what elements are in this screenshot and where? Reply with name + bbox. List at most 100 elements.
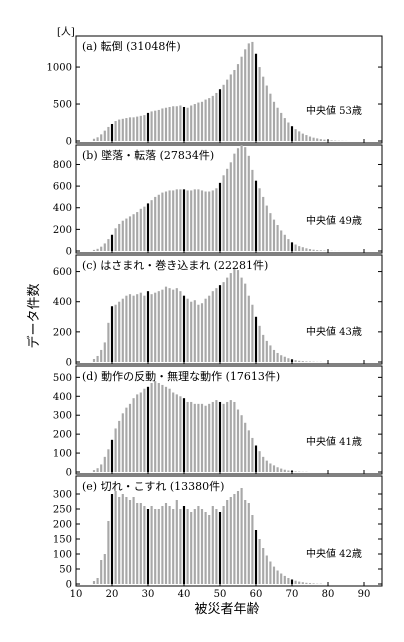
bar (175, 106, 178, 141)
bar (222, 282, 225, 362)
bar (110, 234, 114, 251)
bar (222, 175, 225, 251)
bar (262, 76, 265, 141)
bar (139, 503, 142, 584)
bar (298, 246, 301, 251)
bar (233, 153, 236, 251)
bar (179, 189, 182, 251)
bar (258, 451, 261, 472)
bar (247, 43, 250, 141)
bar (190, 105, 193, 141)
bar (103, 130, 106, 141)
bar (305, 582, 308, 584)
y-tick-label: 800 (53, 160, 72, 171)
bar (215, 92, 218, 141)
bar (110, 123, 114, 141)
y-unit-label: [人] (57, 26, 75, 38)
bar (229, 273, 232, 362)
bar (222, 84, 225, 141)
bar (236, 64, 240, 141)
bar (262, 334, 265, 362)
bar (146, 203, 150, 251)
bar (157, 291, 160, 362)
bar (179, 291, 182, 362)
bar (96, 248, 99, 251)
bar (301, 582, 304, 584)
bar (226, 79, 229, 141)
bar (143, 506, 146, 584)
bar (175, 189, 178, 251)
bar (269, 213, 272, 251)
bar (136, 503, 139, 584)
bar (128, 117, 132, 141)
panel-0: 0 500 1000 (a) 転倒 (31048件) 中央値 53歳 (47, 35, 383, 148)
bar (215, 400, 218, 472)
bar (269, 561, 272, 584)
bar (172, 289, 175, 362)
bar (204, 405, 207, 472)
bar (265, 85, 268, 141)
bar (236, 270, 240, 362)
bar (168, 388, 171, 472)
bar (150, 383, 153, 472)
bar (294, 244, 297, 251)
bar (193, 300, 196, 362)
bar (107, 322, 110, 362)
median-label: 中央値 53歳 (306, 104, 362, 117)
y-tick-label: 600 (53, 267, 72, 278)
bar (92, 581, 96, 584)
bar (186, 509, 189, 584)
panel-2: 0 200 400 600 (c) はさまれ・巻き込まれ (22281件) 中央値 43歳 (53, 254, 383, 369)
bar (283, 118, 286, 141)
bar (172, 392, 175, 472)
x-tick-label: 30 (142, 589, 155, 600)
bar (251, 41, 254, 141)
bar (294, 580, 297, 584)
bar (236, 491, 240, 584)
y-tick-label: 300 (53, 411, 72, 422)
bar (298, 581, 301, 584)
bar (114, 228, 117, 251)
bar (175, 394, 178, 472)
panel-title: (a) 転倒 (31048件) (82, 40, 181, 53)
bar (254, 445, 258, 472)
bar (280, 112, 283, 141)
bar (157, 509, 160, 584)
bar (154, 381, 157, 472)
bar (136, 212, 139, 251)
bar (269, 93, 272, 141)
bar (258, 539, 261, 584)
bar (164, 107, 168, 141)
bar (272, 566, 276, 584)
bar (164, 286, 168, 362)
bar (294, 360, 297, 362)
bar (154, 196, 157, 251)
bar (323, 139, 326, 141)
bar (200, 403, 204, 472)
bar (305, 361, 308, 362)
bar (168, 106, 171, 141)
bar (197, 304, 200, 362)
bar (193, 509, 196, 584)
bar (103, 456, 106, 472)
bar (204, 298, 207, 362)
bar (128, 403, 132, 472)
bar (103, 243, 106, 251)
bar (96, 137, 99, 141)
bar (240, 277, 243, 362)
bar (312, 137, 315, 141)
median-label: 中央値 43歳 (306, 325, 362, 338)
bar (233, 70, 236, 141)
y-tick-label: 0 (66, 580, 72, 591)
bar (168, 506, 171, 584)
bar (218, 182, 222, 251)
bar (136, 394, 139, 472)
bar (226, 277, 229, 362)
panel-title: (e) 切れ・こすれ (13380件) (82, 480, 224, 493)
bar (208, 295, 211, 362)
bar (276, 467, 279, 472)
bar (211, 95, 214, 141)
bar (218, 512, 222, 584)
bar (146, 386, 150, 472)
bar (218, 401, 222, 472)
